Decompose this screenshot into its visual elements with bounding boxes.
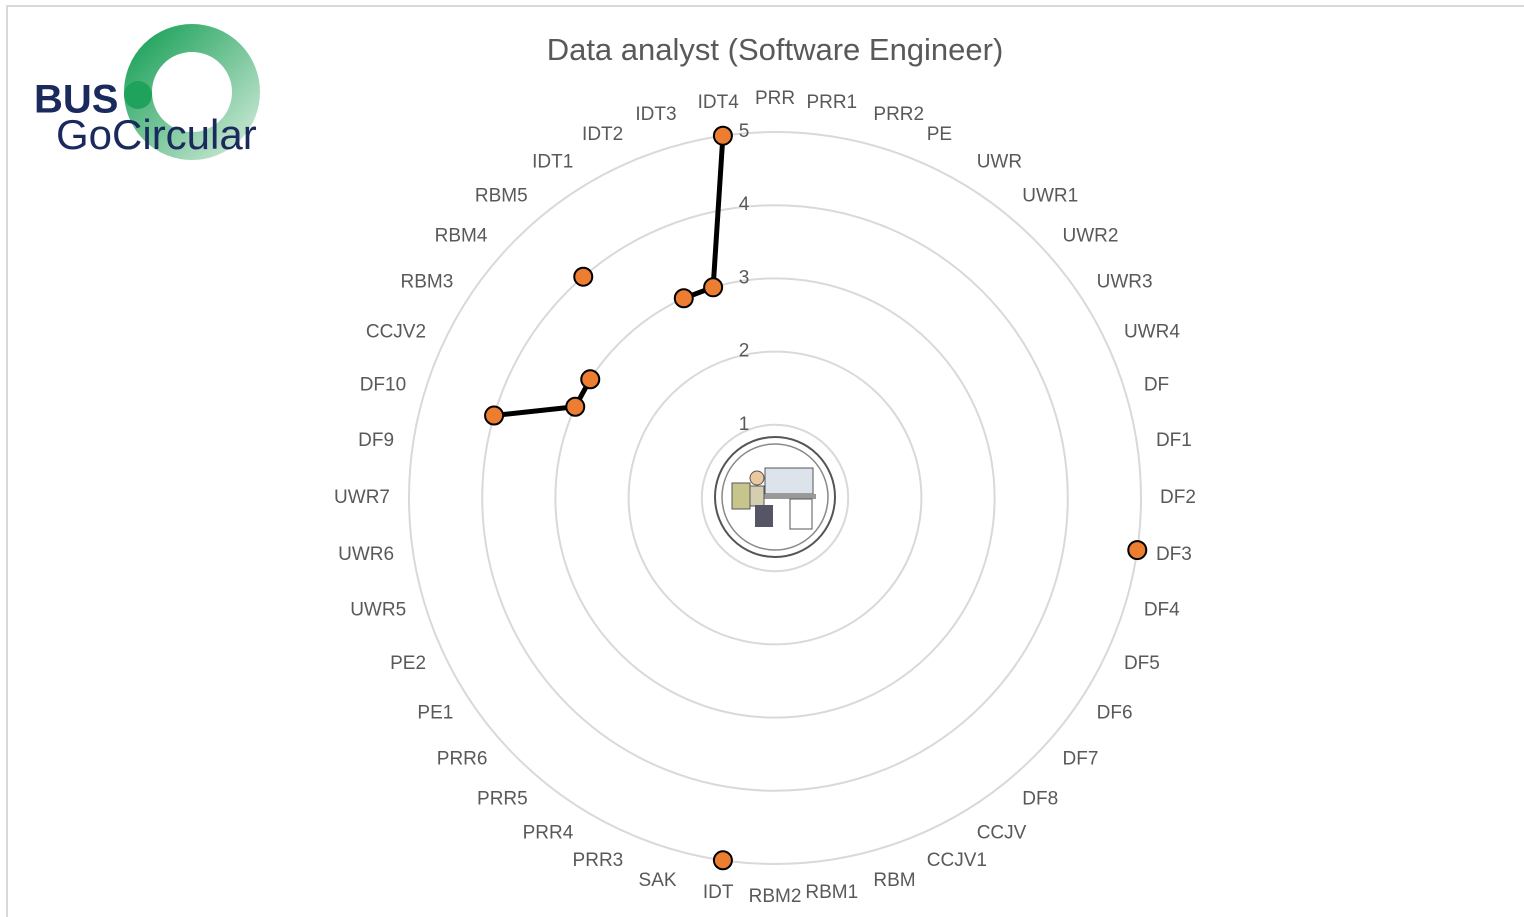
- category-label: DF: [1144, 375, 1169, 396]
- category-label: IDT1: [532, 151, 573, 172]
- chart-title: Data analyst (Software Engineer): [547, 32, 1004, 67]
- data-point: [1127, 540, 1148, 561]
- category-label: DF4: [1144, 599, 1180, 620]
- grid-ring: [700, 423, 850, 573]
- y-tick-label: 5: [739, 121, 750, 142]
- category-label: IDT2: [582, 124, 623, 145]
- category-label: IDT4: [698, 92, 740, 113]
- data-point: [712, 125, 733, 146]
- category-label: DF8: [1022, 789, 1058, 810]
- category-label: PE: [927, 124, 952, 145]
- category-label: UWR6: [338, 544, 394, 565]
- category-label: RBM1: [805, 882, 858, 903]
- center-icon: [714, 436, 836, 558]
- category-label: RBM: [873, 870, 915, 891]
- category-label: CCJV: [977, 823, 1027, 844]
- category-label: IDT3: [635, 104, 676, 125]
- category-label: PRR3: [573, 850, 624, 871]
- category-label: CCJV2: [366, 321, 426, 342]
- category-label: RBM5: [475, 185, 528, 206]
- data-point: [673, 288, 694, 309]
- category-label: PRR1: [806, 92, 857, 113]
- grid-ring: [481, 204, 1069, 792]
- category-label: PRR4: [523, 823, 574, 844]
- category-label: UWR: [977, 151, 1022, 172]
- category-label: PE1: [417, 703, 453, 724]
- category-label: CCJV1: [927, 850, 987, 871]
- grid-ring: [408, 131, 1142, 865]
- category-label: RBM4: [435, 226, 488, 247]
- category-label: UWR4: [1124, 321, 1180, 342]
- category-label: PRR6: [437, 748, 488, 769]
- data-point: [580, 369, 601, 390]
- category-label: DF9: [358, 430, 394, 451]
- y-tick-label: 1: [739, 414, 750, 435]
- category-label: DF7: [1063, 748, 1099, 769]
- category-label: PRR: [755, 88, 795, 109]
- logo-text: GoCircular: [56, 111, 257, 158]
- category-label: DF6: [1097, 703, 1133, 724]
- logo-ring-end: [124, 81, 152, 109]
- category-label: DF1: [1156, 430, 1192, 451]
- data-point: [484, 405, 505, 426]
- data-point: [573, 266, 594, 287]
- y-tick-label: 4: [739, 194, 750, 215]
- category-label: SAK: [639, 870, 677, 891]
- data-point: [712, 850, 733, 871]
- category-label: UWR5: [350, 599, 406, 620]
- category-label: DF3: [1156, 544, 1192, 565]
- category-label: DF10: [360, 375, 406, 396]
- data-point: [703, 277, 724, 298]
- category-label: RBM2: [749, 886, 802, 907]
- grid-ring: [554, 277, 996, 719]
- category-label: DF5: [1124, 653, 1160, 674]
- category-label: UWR3: [1097, 271, 1153, 292]
- category-label: PRR5: [477, 789, 528, 810]
- logo-text: BUS: [34, 78, 118, 122]
- category-label: UWR1: [1022, 185, 1078, 206]
- category-label: UWR2: [1063, 226, 1119, 247]
- category-label: DF2: [1160, 487, 1196, 508]
- y-tick-label: 3: [739, 267, 750, 288]
- y-tick-label: 2: [739, 341, 750, 362]
- category-label: RBM3: [401, 271, 454, 292]
- category-label: PRR2: [873, 104, 924, 125]
- category-label: IDT: [703, 882, 734, 903]
- category-label: UWR7: [334, 487, 390, 508]
- grid-ring: [627, 350, 923, 646]
- category-label: PE2: [390, 653, 426, 674]
- data-point: [565, 396, 586, 417]
